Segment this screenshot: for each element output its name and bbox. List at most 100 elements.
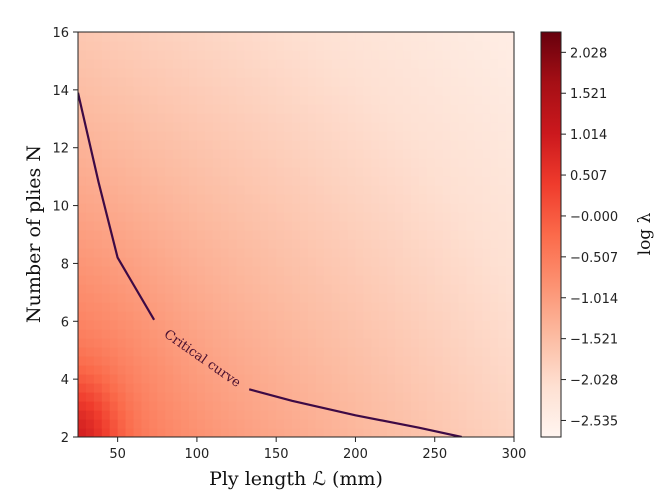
heat-cell: [212, 86, 222, 96]
heat-cell: [506, 329, 514, 339]
heat-cell: [410, 329, 420, 339]
heat-cell: [101, 95, 111, 105]
heat-cell: [141, 419, 150, 429]
heat-cell: [284, 41, 293, 51]
heat-cell: [149, 158, 158, 168]
heat-cell: [482, 131, 491, 141]
heat-cell: [173, 275, 182, 285]
heat-cell: [244, 131, 253, 141]
heat-cell: [315, 401, 325, 411]
heat-cell: [260, 383, 269, 393]
heat-cell: [379, 410, 388, 420]
heat-cell: [220, 419, 230, 429]
heat-cell: [93, 122, 103, 132]
heat-cell: [173, 410, 182, 420]
heat-cell: [228, 410, 238, 420]
heat-cell: [506, 419, 514, 429]
heat-cell: [434, 185, 444, 195]
heat-cell: [442, 266, 452, 276]
heat-cell: [244, 149, 253, 159]
heat-cell: [165, 149, 174, 159]
heat-cell: [117, 284, 127, 294]
heat-cell: [442, 365, 452, 375]
heat-cell: [244, 275, 253, 285]
heat-cell: [133, 68, 143, 78]
heat-cell: [347, 302, 357, 312]
heat-cell: [125, 302, 135, 312]
heat-cell: [78, 50, 87, 60]
heat-cell: [410, 32, 420, 42]
heat-cell: [466, 356, 475, 366]
heat-cell: [379, 77, 388, 87]
heat-cell: [331, 293, 341, 303]
heat-cell: [85, 59, 95, 69]
heat-cell: [395, 284, 404, 294]
heat-cell: [173, 113, 182, 123]
heat-cell: [268, 329, 277, 339]
heat-cell: [244, 410, 253, 420]
heat-cell: [268, 176, 277, 186]
heat-cell: [204, 293, 214, 303]
heat-cell: [284, 68, 293, 78]
heat-cell: [220, 383, 230, 393]
heat-cell: [188, 248, 198, 258]
heat-cell: [85, 221, 95, 231]
heat-cell: [204, 140, 214, 150]
heat-cell: [93, 284, 103, 294]
heat-cell: [109, 428, 119, 437]
heat-cell: [284, 302, 293, 312]
heat-cell: [228, 32, 238, 42]
heat-cell: [458, 95, 468, 105]
heat-cell: [379, 212, 388, 222]
heat-cell: [482, 374, 491, 384]
heat-cell: [458, 266, 468, 276]
heat-cell: [506, 383, 514, 393]
heat-cell: [418, 68, 428, 78]
heat-cell: [149, 149, 158, 159]
heat-cell: [498, 77, 507, 87]
heat-cell: [410, 419, 420, 429]
heat-cell: [165, 401, 174, 411]
heat-cell: [165, 176, 174, 186]
heat-cell: [490, 50, 499, 60]
heat-cell: [260, 185, 269, 195]
heat-cell: [450, 50, 460, 60]
heat-cell: [458, 212, 468, 222]
x-tick-label: 100: [184, 447, 209, 462]
heat-cell: [403, 365, 412, 375]
heat-cell: [268, 248, 277, 258]
heat-cell: [490, 59, 499, 69]
heat-cell: [307, 86, 317, 96]
heat-cell: [85, 185, 95, 195]
heat-cell: [141, 95, 150, 105]
heat-cell: [458, 104, 468, 114]
heat-cell: [506, 392, 514, 402]
heat-cell: [434, 410, 444, 420]
heat-cell: [426, 86, 436, 96]
heat-cell: [315, 419, 325, 429]
heat-cell: [355, 320, 364, 330]
heat-cell: [133, 95, 143, 105]
heat-cell: [331, 68, 341, 78]
heat-cell: [212, 158, 222, 168]
heat-cell: [260, 86, 269, 96]
heat-cell: [442, 311, 452, 321]
heat-cell: [299, 410, 309, 420]
heat-cell: [355, 338, 364, 348]
heat-cell: [109, 275, 119, 285]
heat-cell: [347, 365, 357, 375]
heat-cell: [307, 77, 317, 87]
heat-cell: [347, 311, 357, 321]
heat-cell: [157, 293, 166, 303]
heat-cell: [506, 221, 514, 231]
heat-cell: [220, 320, 230, 330]
heat-cell: [355, 50, 364, 60]
heat-cell: [93, 203, 103, 213]
heat-cell: [323, 356, 333, 366]
heat-cell: [299, 140, 309, 150]
heat-cell: [117, 239, 127, 249]
heat-cell: [181, 185, 190, 195]
heat-cell: [363, 347, 372, 357]
heat-cell: [157, 158, 166, 168]
heat-cell: [268, 212, 277, 222]
